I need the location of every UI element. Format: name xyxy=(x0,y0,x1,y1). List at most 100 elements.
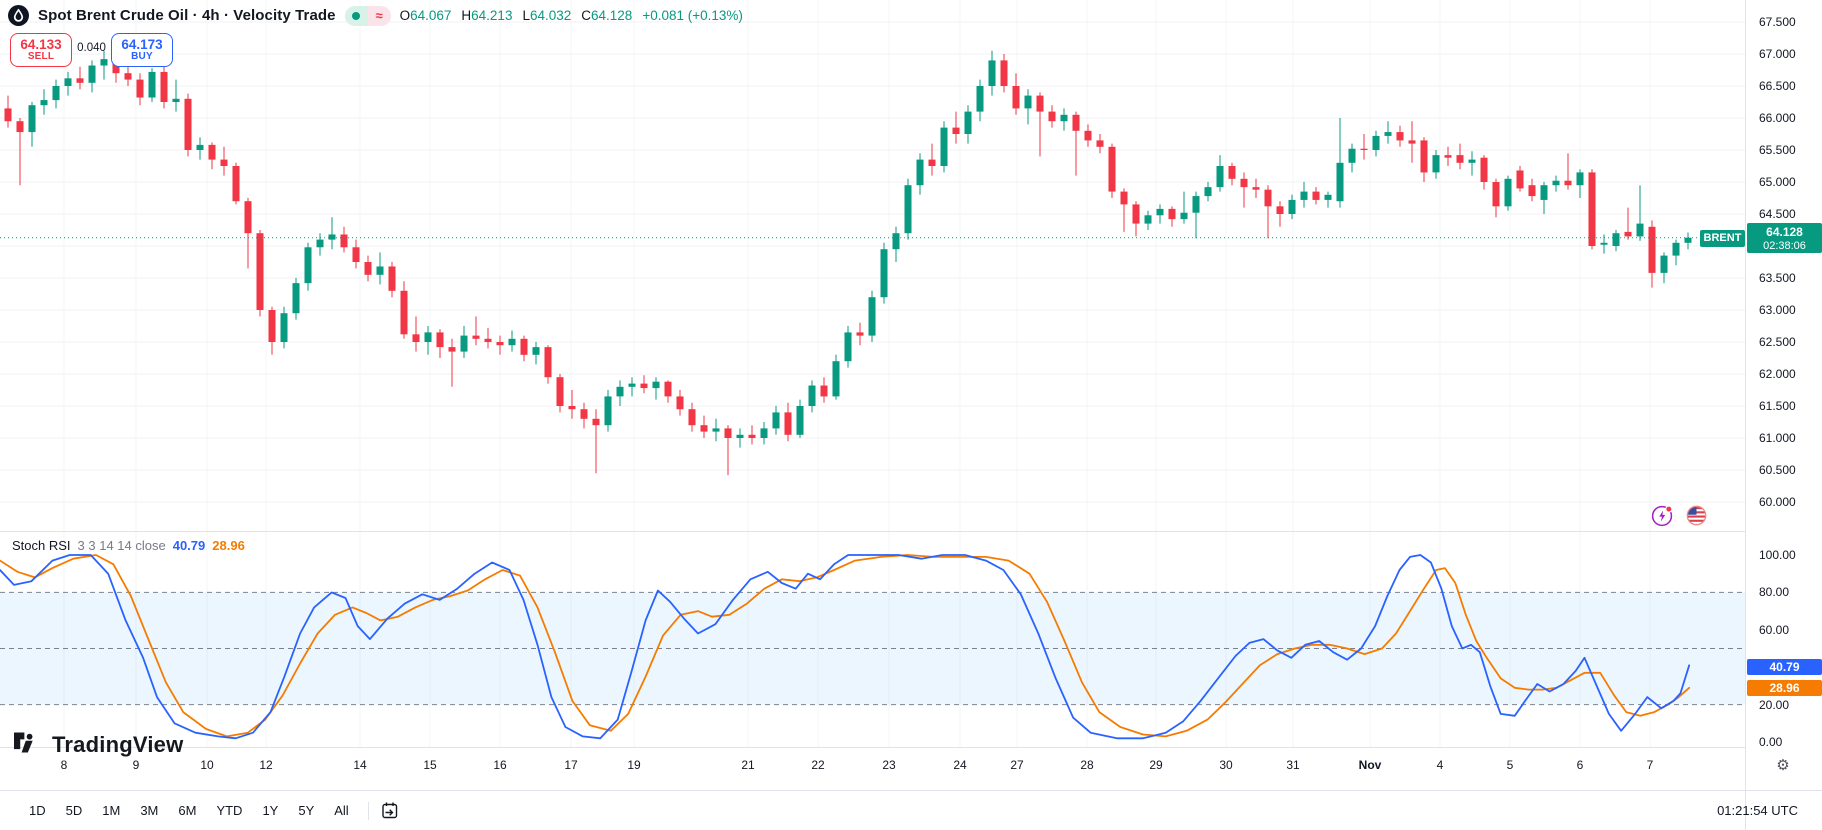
range-button-all[interactable]: All xyxy=(325,798,357,823)
candlestick-chart[interactable] xyxy=(0,0,1745,531)
range-buttons: 1D 5D 1M 3M 6M YTD 1Y 5Y All xyxy=(20,798,358,823)
approx-price-icon: ≈ xyxy=(367,5,391,26)
market-status-pill[interactable]: ≈ xyxy=(344,5,391,26)
range-button-1y[interactable]: 1Y xyxy=(253,798,287,823)
us-session-flag-icon[interactable] xyxy=(1685,504,1708,527)
stoch-rsi-chart[interactable] xyxy=(0,532,1745,747)
time-axis-label: 21 xyxy=(741,758,755,772)
ohlc-values: O64.067 H64.213 L64.032 C64.128 +0.081 (+0.1… xyxy=(400,8,743,23)
stoch-k-badge: 40.79 xyxy=(1747,659,1822,675)
clock-utc[interactable]: 01:21:54 UTC xyxy=(1717,803,1798,818)
time-axis-label: 5 xyxy=(1506,758,1514,772)
price-axis-label: 66.500 xyxy=(1759,79,1796,93)
indicator-axis-label: 20.00 xyxy=(1759,697,1790,712)
indicator-axis-label: 60.00 xyxy=(1759,622,1790,637)
range-button-5d[interactable]: 5D xyxy=(57,798,92,823)
price-axis-label: 62.000 xyxy=(1759,367,1796,381)
time-axis-label: 30 xyxy=(1219,758,1233,772)
price-axis-label: 65.500 xyxy=(1759,143,1796,157)
range-button-6m[interactable]: 6M xyxy=(169,798,205,823)
price-axis-label: 67.000 xyxy=(1759,47,1796,61)
price-axis-label: 65.000 xyxy=(1759,175,1796,189)
time-axis-label: 29 xyxy=(1149,758,1163,772)
indicator-params: 3 3 14 14 close xyxy=(77,538,166,553)
bottom-toolbar: 1D 5D 1M 3M 6M YTD 1Y 5Y All 01:21:54 UTC xyxy=(0,790,1822,830)
ohlc-c: C64.128 xyxy=(581,8,633,23)
range-button-1m[interactable]: 1M xyxy=(93,798,129,823)
buy-label: BUY xyxy=(131,50,153,62)
sell-button[interactable]: 64.133 SELL xyxy=(10,33,72,67)
time-axis-label: 31 xyxy=(1286,758,1300,772)
price-axis-label: 61.000 xyxy=(1759,431,1796,445)
last-price-badge: 64.128 02:38:06 xyxy=(1747,223,1822,253)
indicator-axis-label: 100.00 xyxy=(1759,548,1796,562)
candlestick-series xyxy=(4,50,1692,476)
range-button-5y[interactable]: 5Y xyxy=(289,798,323,823)
price-axis-label: 63.000 xyxy=(1759,303,1796,317)
watermark-text: TradingView xyxy=(52,732,184,757)
price-axis-label: 60.000 xyxy=(1759,495,1796,509)
time-axis-label: 14 xyxy=(353,758,367,772)
sell-price: 64.133 xyxy=(20,36,62,52)
time-axis[interactable]: 8 9 10 12 14 15 16 17 19 21 22 23 24 27 28 29 30 31 Nov 4 5 6… xyxy=(0,749,1745,790)
stoch-rsi-pane[interactable]: Stoch RSI 3 3 14 14 close 40.79 28.96 Tr… xyxy=(0,532,1745,757)
symbol-logo-icon[interactable] xyxy=(8,5,29,26)
time-axis-label: 23 xyxy=(882,758,896,772)
sell-label: SELL xyxy=(27,50,55,62)
indicator-title[interactable]: Stoch RSI xyxy=(12,538,71,553)
price-axis-label: 64.500 xyxy=(1759,207,1796,221)
price-axis-label: 67.500 xyxy=(1759,15,1796,29)
spread-value: 0.040 xyxy=(77,42,106,54)
pane-corner-icons xyxy=(1651,504,1708,527)
indicator-legend[interactable]: Stoch RSI 3 3 14 14 close 40.79 28.96 xyxy=(12,538,245,553)
indicator-axis-label: 80.00 xyxy=(1759,585,1790,600)
time-axis-label: 7 xyxy=(1646,758,1654,772)
range-button-3m[interactable]: 3M xyxy=(131,798,167,823)
indicator-axis-label: 0.00 xyxy=(1759,735,1783,749)
price-pane[interactable]: Spot Brent Crude Oil · 4h · Velocity Tra… xyxy=(0,0,1745,532)
time-axis-label: 4 xyxy=(1436,758,1444,772)
price-axis[interactable]: 67.500 67.000 66.500 66.000 65.500 65.000 64.5… xyxy=(1745,0,1822,830)
time-axis-label: 9 xyxy=(132,758,140,772)
time-axis-label: 6 xyxy=(1576,758,1584,772)
goto-date-calendar-icon[interactable] xyxy=(379,800,400,821)
trade-widget: 64.133 SELL 0.040 64.173 BUY xyxy=(10,33,173,67)
time-axis-label: 15 xyxy=(423,758,437,772)
time-axis-label: 10 xyxy=(200,758,214,772)
ohlc-h: H64.213 xyxy=(461,8,513,23)
axis-settings-gear-icon[interactable]: ⚙ xyxy=(1776,757,1790,774)
time-axis-label: Nov xyxy=(1358,758,1382,772)
range-button-1d[interactable]: 1D xyxy=(20,798,55,823)
price-axis-label: 66.000 xyxy=(1759,111,1796,125)
time-axis-label: 22 xyxy=(811,758,825,772)
range-button-ytd[interactable]: YTD xyxy=(207,798,251,823)
stoch-d-value: 28.96 xyxy=(212,538,245,553)
price-axis-label: 60.500 xyxy=(1759,463,1796,477)
current-symbol-price-flag: BRENT xyxy=(1700,230,1745,247)
price-axis-label: 62.500 xyxy=(1759,335,1796,349)
tradingview-logo-icon xyxy=(14,732,33,753)
time-axis-label: 19 xyxy=(627,758,641,772)
time-axis-label: 24 xyxy=(953,758,967,772)
price-change: +0.081 (+0.13%) xyxy=(642,8,743,23)
bar-countdown: 02:38:06 xyxy=(1763,240,1806,252)
symbol-title[interactable]: Spot Brent Crude Oil · 4h · Velocity Tra… xyxy=(38,7,336,24)
boost-lightning-icon[interactable] xyxy=(1651,504,1674,527)
ohlc-o: O64.067 xyxy=(399,8,452,23)
price-axis-label: 63.500 xyxy=(1759,271,1796,285)
tradingview-watermark: TradingView xyxy=(14,732,183,758)
time-axis-label: 8 xyxy=(60,758,68,772)
chart-header: Spot Brent Crude Oil · 4h · Velocity Tra… xyxy=(8,5,743,26)
time-axis-label: 12 xyxy=(259,758,273,772)
toolbar-divider xyxy=(367,801,369,820)
time-axis-label: 28 xyxy=(1080,758,1094,772)
time-axis-label: 16 xyxy=(493,758,507,772)
market-open-dot-icon xyxy=(344,5,368,26)
time-axis-label: 27 xyxy=(1010,758,1024,772)
buy-price: 64.173 xyxy=(121,36,163,52)
ohlc-l: L64.032 xyxy=(522,8,572,23)
last-price-value: 64.128 xyxy=(1766,225,1803,239)
buy-button[interactable]: 64.173 BUY xyxy=(111,33,173,67)
price-axis-label: 61.500 xyxy=(1759,399,1796,413)
